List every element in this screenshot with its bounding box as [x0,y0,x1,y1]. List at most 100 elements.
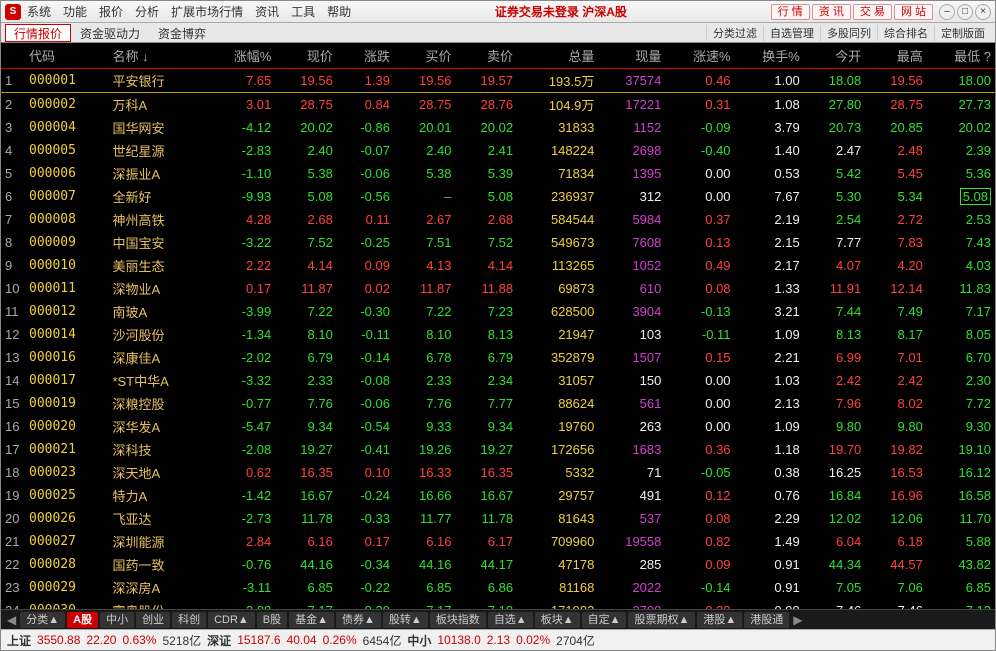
bottom-tab[interactable]: A股 [67,612,98,628]
col-header[interactable] [1,43,25,69]
col-header[interactable]: 名称 ↓ [108,43,206,69]
table-row[interactable]: 8000009中国宝安-3.227.52-0.257.517.525496737… [1,231,995,254]
table-row[interactable]: 4000005世纪星源-2.832.40-0.072.402.411482242… [1,139,995,162]
titlebar: S 系统功能报价分析扩展市场行情资讯工具帮助 证券交易未登录 沪深A股 行 情资… [1,1,995,23]
bottom-tab[interactable]: 自选▲ [488,612,533,628]
col-header[interactable]: 代码 [25,43,108,69]
bottom-tab[interactable]: 科创 [172,612,206,628]
table-row[interactable]: 10000011深物业A0.1711.870.0211.8711.8869873… [1,277,995,300]
bottom-tab[interactable]: 中小 [100,612,134,628]
table-row[interactable]: 3000004国华网安-4.1220.02-0.8620.0120.023183… [1,116,995,139]
title-btn[interactable]: 交 易 [853,4,892,20]
col-header[interactable]: 买价 [394,43,456,69]
quote-table-wrap[interactable]: 代码名称 ↓涨幅%现价涨跌买价卖价总量现量涨速%换手%今开最高最低 ? 1000… [1,43,995,609]
menu-item[interactable]: 工具 [291,3,315,20]
title-btn[interactable]: 行 情 [771,4,810,20]
col-header[interactable]: 现量 [598,43,665,69]
col-header[interactable]: 今开 [804,43,866,69]
col-header[interactable]: 涨幅% [206,43,275,69]
status-val: 10138.0 [437,633,480,647]
sub-rtab[interactable]: 分类过滤 [706,25,763,41]
bottom-tab[interactable]: 股转▲ [383,612,428,628]
bottom-tab[interactable]: 自定▲ [582,612,627,628]
window-controls: –□× [939,4,991,20]
bottom-tab[interactable]: B股 [257,612,287,628]
bottom-tab[interactable]: 债券▲ [336,612,381,628]
tab-next-icon[interactable]: ▶ [791,613,804,627]
bottom-tab[interactable]: 港股▲ [697,612,742,628]
status-label: 中小 [407,632,431,649]
subbar: 行情报价资金驱动力资金博弈 分类过滤自选管理多股同列综合排名定制版面 [1,23,995,43]
bottom-tab[interactable]: 港股通 [744,612,789,628]
col-header[interactable]: 涨速% [665,43,734,69]
sub-rtab[interactable]: 自选管理 [763,25,820,41]
col-header[interactable]: 换手% [735,43,804,69]
quote-table: 代码名称 ↓涨幅%现价涨跌买价卖价总量现量涨速%换手%今开最高最低 ? 1000… [1,43,995,609]
table-row[interactable]: 23000029深深房A-3.116.85-0.226.856.86811682… [1,576,995,599]
bottom-tab[interactable]: 创业 [136,612,170,628]
table-row[interactable]: 2000002万科A3.0128.750.8428.7528.76104.9万1… [1,93,995,117]
col-header[interactable]: 卖价 [456,43,518,69]
status-val: 15187.6 [237,633,280,647]
sub-tab[interactable]: 资金驱动力 [71,24,149,42]
sub-tab[interactable]: 行情报价 [5,24,71,42]
menu-item[interactable]: 分析 [135,3,159,20]
table-row[interactable]: 18000023深天地A0.6216.350.1016.3316.3553327… [1,461,995,484]
maximize-icon[interactable]: □ [957,4,973,20]
table-row[interactable]: 17000021深科技-2.0819.27-0.4119.2619.271726… [1,438,995,461]
col-header[interactable]: 涨跌 [337,43,394,69]
table-row[interactable]: 15000019深粮控股-0.777.76-0.067.767.77886245… [1,392,995,415]
table-row[interactable]: 24000030富奥股份-3.887.17-0.297.177.18171982… [1,599,995,609]
table-header-row[interactable]: 代码名称 ↓涨幅%现价涨跌买价卖价总量现量涨速%换手%今开最高最低 ? [1,43,995,69]
bottom-tab[interactable]: 板块▲ [535,612,580,628]
status-pct: 0.63% [122,633,156,647]
statusbar: 上证3550.8822.200.63%5218亿深证15187.640.040.… [1,629,995,650]
menu-item[interactable]: 功能 [63,3,87,20]
col-header[interactable]: 最低 ? [927,43,995,69]
menu-item[interactable]: 帮助 [327,3,351,20]
table-row[interactable]: 9000010美丽生态2.224.140.094.134.14113265105… [1,254,995,277]
status-pct: 0.26% [323,633,357,647]
title-btn[interactable]: 资 讯 [812,4,851,20]
status-chg: 2.13 [487,633,510,647]
table-row[interactable]: 5000006深振业A-1.105.38-0.065.385.397183413… [1,162,995,185]
status-vol: 6454亿 [363,632,402,649]
bottom-tab[interactable]: 分类▲ [20,612,65,628]
tab-prev-icon[interactable]: ◀ [5,613,18,627]
table-row[interactable]: 12000014沙河股份-1.348.10-0.118.108.13219471… [1,323,995,346]
col-header[interactable]: 总量 [517,43,598,69]
bottom-tab[interactable]: 板块指数 [430,612,486,628]
menu-item[interactable]: 扩展市场行情 [171,3,243,20]
app-logo: S [5,4,21,20]
title-btn[interactable]: 网 站 [894,4,933,20]
menu-item[interactable]: 报价 [99,3,123,20]
menu-item[interactable]: 资讯 [255,3,279,20]
sub-rtab[interactable]: 综合排名 [877,25,934,41]
sub-rtab[interactable]: 多股同列 [820,25,877,41]
table-row[interactable]: 14000017*ST中华A-3.322.33-0.082.332.343105… [1,369,995,392]
bottom-tab[interactable]: 股票期权▲ [628,612,695,628]
col-header[interactable]: 最高 [865,43,927,69]
minimize-icon[interactable]: – [939,4,955,20]
col-header[interactable]: 现价 [275,43,337,69]
table-row[interactable]: 11000012南玻A-3.997.22-0.307.227.236285003… [1,300,995,323]
table-row[interactable]: 22000028国药一致-0.7644.16-0.3444.1644.17471… [1,553,995,576]
bottom-tab[interactable]: 基金▲ [289,612,334,628]
table-row[interactable]: 21000027深圳能源2.846.160.176.166.1770996019… [1,530,995,553]
table-row[interactable]: 19000025特力A-1.4216.67-0.2416.6616.672975… [1,484,995,507]
status-vol: 2704亿 [556,632,595,649]
table-row[interactable]: 16000020深华发A-5.479.34-0.549.339.34197602… [1,415,995,438]
table-row[interactable]: 20000026飞亚达-2.7311.78-0.3311.7711.788164… [1,507,995,530]
status-vol: 5218亿 [162,632,201,649]
sub-rtab[interactable]: 定制版面 [934,25,991,41]
table-row[interactable]: 6000007全新好-9.935.08-0.56–5.082369373120.… [1,185,995,208]
table-row[interactable]: 1000001平安银行7.6519.561.3919.5619.57193.5万… [1,69,995,93]
bottom-tab[interactable]: CDR▲ [208,612,255,628]
bottom-tabs: ◀ 分类▲A股中小创业科创CDR▲B股基金▲债券▲股转▲板块指数自选▲板块▲自定… [1,609,995,629]
menu-item[interactable]: 系统 [27,3,51,20]
table-row[interactable]: 7000008神州高铁4.282.680.112.672.68584544598… [1,208,995,231]
status-val: 3550.88 [37,633,80,647]
sub-tab[interactable]: 资金博弈 [149,24,215,42]
table-row[interactable]: 13000016深康佳A-2.026.79-0.146.786.79352879… [1,346,995,369]
close-icon[interactable]: × [975,4,991,20]
